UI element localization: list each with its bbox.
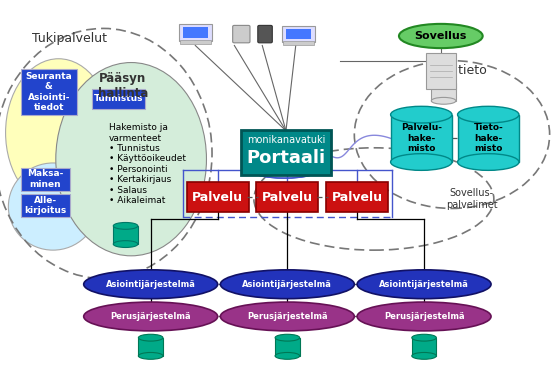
Text: Metatieto: Metatieto (427, 64, 488, 77)
Ellipse shape (391, 154, 452, 171)
FancyBboxPatch shape (186, 182, 249, 212)
Ellipse shape (84, 302, 218, 331)
Text: Seuranta
&
Asiointi-
tiedot: Seuranta & Asiointi- tiedot (26, 72, 72, 112)
Ellipse shape (220, 270, 354, 299)
Text: Asiointijärjestelmä: Asiointijärjestelmä (242, 280, 333, 289)
Text: Tieto-
hake-
misto: Tieto- hake- misto (473, 124, 503, 153)
FancyBboxPatch shape (113, 226, 138, 244)
Text: Palvelu: Palvelu (192, 191, 243, 204)
Text: Palvelu-
hake-
misto: Palvelu- hake- misto (401, 124, 442, 153)
Ellipse shape (357, 270, 491, 299)
Text: Sovellus-
palvelimet: Sovellus- palvelimet (446, 188, 497, 210)
Ellipse shape (138, 334, 163, 341)
Ellipse shape (412, 334, 436, 341)
Text: Tukipalvelut: Tukipalvelut (32, 32, 107, 45)
Text: Perusjärjestelmä: Perusjärjestelmä (247, 312, 328, 321)
Text: Pääsyn
hallinta: Pääsyn hallinta (98, 72, 148, 100)
FancyBboxPatch shape (21, 168, 70, 191)
Ellipse shape (399, 24, 483, 48)
FancyBboxPatch shape (286, 29, 311, 39)
Text: Hakemisto ja
varmenteet
• Tunnistus
• Käyttöoikeudet
• Personointi
• Kertakirjau: Hakemisto ja varmenteet • Tunnistus • Kä… (109, 123, 186, 205)
Ellipse shape (275, 352, 300, 359)
Bar (180, 40, 210, 44)
Ellipse shape (357, 302, 491, 331)
FancyBboxPatch shape (179, 24, 211, 41)
Ellipse shape (458, 106, 519, 123)
Ellipse shape (6, 59, 112, 207)
FancyBboxPatch shape (431, 83, 456, 101)
Ellipse shape (8, 163, 98, 250)
FancyBboxPatch shape (182, 27, 208, 38)
Ellipse shape (56, 63, 206, 256)
Text: Asiointijärjestelmä: Asiointijärjestelmä (105, 280, 196, 289)
FancyBboxPatch shape (326, 182, 388, 212)
Ellipse shape (431, 97, 456, 104)
Bar (283, 41, 314, 45)
Text: Sovellus: Sovellus (415, 31, 467, 41)
Text: Asiointijärjestelmä: Asiointijärjestelmä (379, 280, 469, 289)
FancyBboxPatch shape (258, 25, 272, 43)
FancyBboxPatch shape (233, 25, 250, 43)
FancyBboxPatch shape (275, 338, 300, 356)
Text: Palvelu: Palvelu (331, 191, 383, 204)
Ellipse shape (431, 79, 456, 86)
FancyBboxPatch shape (426, 53, 456, 89)
Text: Perusjärjestelmä: Perusjärjestelmä (384, 312, 464, 321)
FancyBboxPatch shape (412, 338, 436, 356)
Text: Portaali: Portaali (247, 149, 325, 167)
Text: Palvelu: Palvelu (262, 191, 313, 204)
Ellipse shape (113, 222, 138, 229)
FancyBboxPatch shape (21, 194, 70, 217)
FancyBboxPatch shape (92, 89, 145, 109)
Ellipse shape (138, 352, 163, 359)
FancyBboxPatch shape (458, 114, 519, 162)
FancyBboxPatch shape (282, 26, 315, 42)
FancyBboxPatch shape (391, 114, 452, 162)
FancyBboxPatch shape (257, 182, 318, 212)
Ellipse shape (412, 352, 436, 359)
Text: Tunnistus: Tunnistus (94, 94, 143, 103)
Ellipse shape (391, 106, 452, 123)
Ellipse shape (220, 302, 354, 331)
Text: monikanavatuki: monikanavatuki (247, 135, 325, 145)
FancyBboxPatch shape (138, 338, 163, 356)
FancyBboxPatch shape (241, 130, 331, 175)
FancyBboxPatch shape (21, 69, 77, 115)
Ellipse shape (458, 154, 519, 171)
Ellipse shape (84, 270, 218, 299)
Ellipse shape (275, 334, 300, 341)
Text: Alle-
kirjoitus: Alle- kirjoitus (24, 196, 66, 215)
Ellipse shape (113, 241, 138, 247)
Text: Perusjärjestelmä: Perusjärjestelmä (110, 312, 191, 321)
Text: Maksa-
minen: Maksa- minen (27, 169, 64, 189)
